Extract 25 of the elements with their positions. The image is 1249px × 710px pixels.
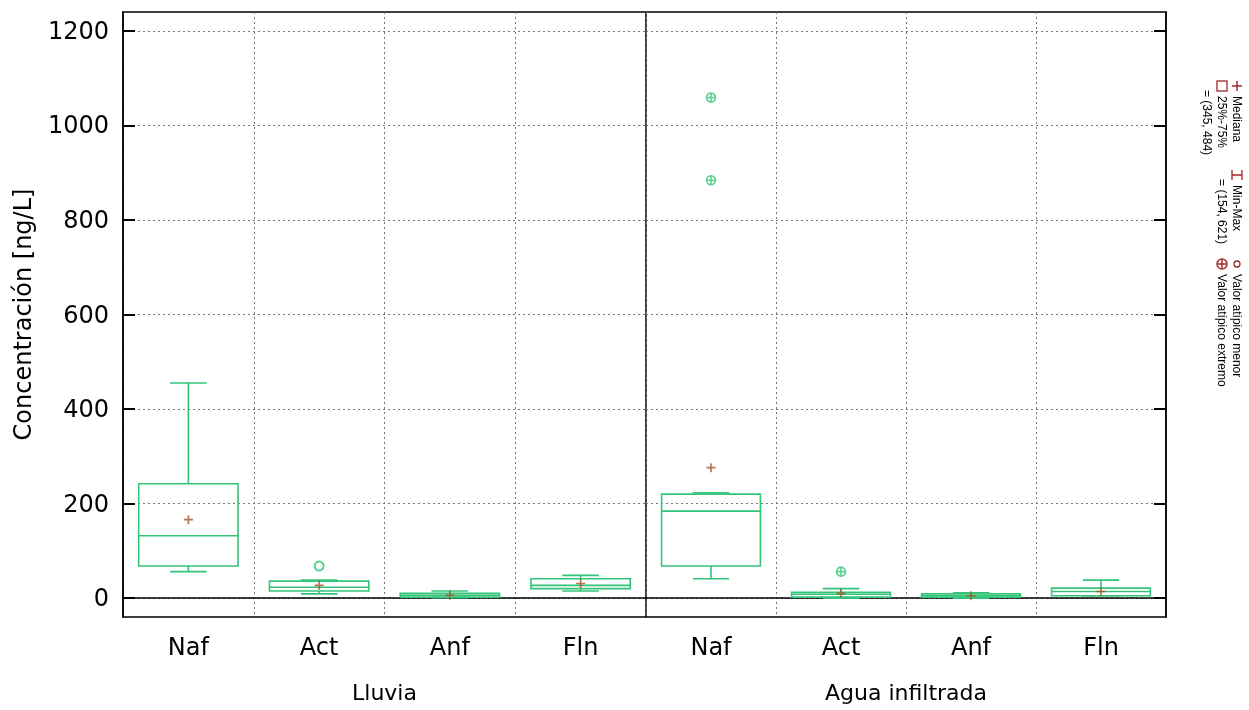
x-tick-label: Naf bbox=[167, 633, 210, 661]
y-tick-label: 1200 bbox=[47, 16, 109, 45]
y-tick-label: 0 bbox=[93, 584, 109, 613]
text: Valor atípico menor bbox=[1230, 273, 1245, 380]
text: Mediana bbox=[1230, 95, 1245, 145]
text: Valor atípico extremo bbox=[1215, 273, 1230, 387]
y-tick-label: 600 bbox=[63, 300, 109, 329]
x-tick-label: Anf bbox=[950, 633, 992, 661]
y-axis-title: Concentración [ng/L] bbox=[9, 188, 37, 441]
x-tick-label: Fln bbox=[1083, 633, 1119, 661]
x-tick-label: Act bbox=[821, 633, 861, 661]
y-tick-label: 1000 bbox=[47, 111, 109, 140]
text: = (154, 621) bbox=[1215, 178, 1230, 245]
text: 25%-75% bbox=[1215, 95, 1230, 151]
x-axis-title: Lluvia bbox=[352, 679, 417, 705]
x-tick-label: Fln bbox=[562, 633, 599, 661]
y-tick-label: 800 bbox=[63, 205, 109, 234]
text: = (345, 484) bbox=[1200, 89, 1215, 156]
y-tick-label: 200 bbox=[63, 489, 109, 518]
x-axis-title: Agua infiltrada bbox=[824, 679, 988, 705]
x-tick-label: Naf bbox=[690, 633, 733, 661]
x-tick-label: Anf bbox=[429, 633, 471, 661]
y-tick-label: 400 bbox=[63, 395, 109, 424]
text: Min-Max bbox=[1230, 184, 1245, 234]
x-tick-label: Act bbox=[299, 633, 339, 661]
